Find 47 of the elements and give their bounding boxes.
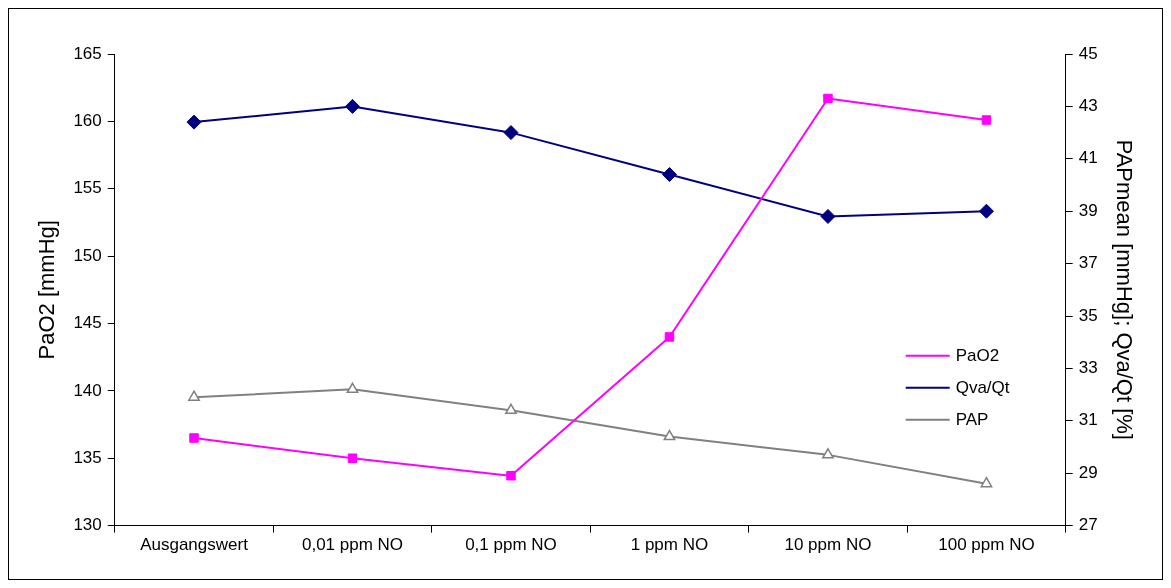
point [189, 433, 199, 443]
y-tick-label: 145 [73, 313, 102, 333]
point [978, 203, 994, 219]
y2-tick-label: 37 [1078, 253, 1098, 273]
y-axis-title: PaO2 [mmHg] [34, 220, 60, 360]
legend-label: Qva/Qt [955, 377, 1010, 397]
point [663, 429, 676, 441]
point [186, 114, 202, 130]
x-tick-label: 1 ppm NO [630, 535, 709, 555]
y2-axis-title: PAPmean [mmHg]; Qva/Qt [%] [1111, 139, 1137, 440]
legend-label: PaO2 [955, 345, 1000, 365]
y2-tick-label: 35 [1078, 305, 1098, 325]
y-tick-label: 160 [73, 111, 102, 131]
legend-label: PAP [955, 409, 989, 429]
point [346, 382, 359, 394]
x-tick-label: 0,01 ppm NO [301, 535, 404, 555]
y2-tick-label: 31 [1078, 410, 1098, 430]
y2-tick-label: 27 [1078, 515, 1098, 535]
x-tick-label: Ausgangswert [140, 535, 249, 555]
y2-tick-label: 29 [1078, 462, 1098, 482]
y-tick-label: 165 [73, 43, 102, 63]
y2-tick-label: 45 [1078, 43, 1098, 63]
y-tick-label: 155 [73, 178, 102, 198]
point [188, 390, 200, 401]
y2-tick-label: 41 [1078, 148, 1098, 168]
point [661, 167, 677, 183]
y2-tick-label: 43 [1078, 96, 1098, 116]
point [503, 125, 519, 141]
x-tick-label: 0,1 ppm NO [465, 535, 557, 555]
y-tick-label: 140 [73, 380, 102, 400]
point [347, 453, 358, 463]
y-tick-label: 135 [73, 447, 102, 467]
point [506, 471, 516, 481]
point [823, 93, 833, 104]
x-tick-label: 100 ppm NO [938, 535, 1035, 555]
point [981, 115, 992, 125]
point [980, 476, 993, 488]
point [822, 448, 834, 459]
point [664, 332, 675, 342]
y-tick-label: 130 [73, 515, 102, 535]
y-tick-label: 150 [73, 245, 102, 265]
x-tick-label: 10 ppm NO [784, 535, 872, 555]
point [820, 208, 836, 224]
point [505, 403, 517, 415]
y2-tick-label: 39 [1078, 200, 1098, 220]
y2-tick-label: 33 [1078, 358, 1098, 378]
point [345, 98, 360, 114]
